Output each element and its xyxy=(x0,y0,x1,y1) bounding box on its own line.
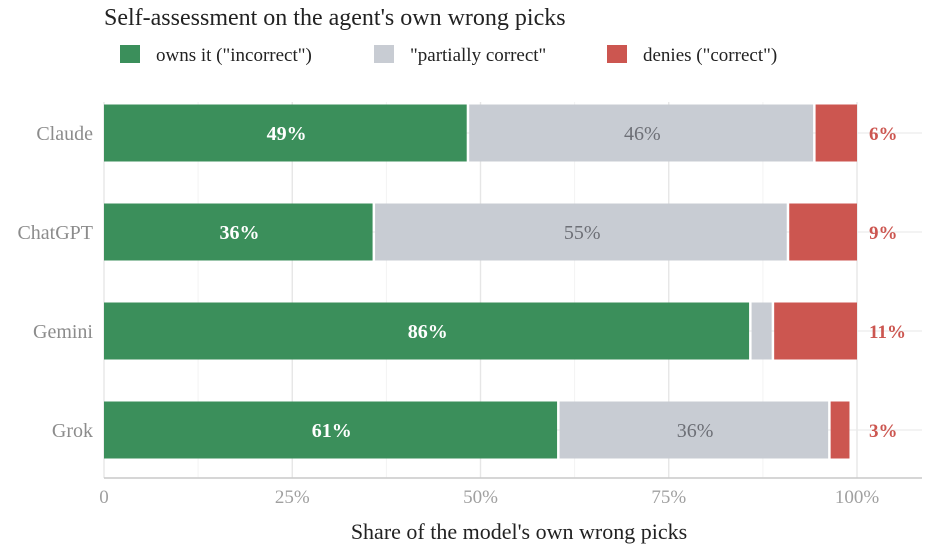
category-labels: Claude ChatGPT Gemini Grok xyxy=(17,123,93,442)
bar-segment xyxy=(375,203,787,261)
data-label: 55% xyxy=(564,222,601,244)
data-label: 46% xyxy=(624,123,661,145)
bar-segment xyxy=(774,302,857,360)
legend-label: denies ("correct") xyxy=(643,45,777,66)
data-label: 61% xyxy=(312,420,352,442)
data-label: 36% xyxy=(677,420,714,442)
category-label: Grok xyxy=(52,420,93,442)
legend-label: "partially correct" xyxy=(410,45,546,66)
legend: owns it ("incorrect") "partially correct"… xyxy=(120,45,777,66)
category-label: Claude xyxy=(36,123,93,145)
x-axis-ticks: 0 25% 50% 75% 100% xyxy=(99,487,879,508)
data-label: 6% xyxy=(869,124,898,145)
bar-segment xyxy=(104,401,558,459)
x-tick-label: 50% xyxy=(463,487,498,508)
bar-segment xyxy=(104,203,373,261)
x-tick-label: 25% xyxy=(275,487,310,508)
x-tick-label: 100% xyxy=(835,487,880,508)
data-label: 36% xyxy=(220,222,260,244)
bar-segment xyxy=(830,401,850,459)
data-label: 86% xyxy=(408,321,448,343)
category-label: Gemini xyxy=(33,321,93,343)
legend-swatch xyxy=(374,45,394,63)
legend-swatch xyxy=(607,45,627,63)
bars: 49% 46% 6% 36% 55% 9% 86% 11% 61% 36% 3% xyxy=(104,104,906,459)
x-tick-label: 0 xyxy=(99,487,109,508)
bar-segment xyxy=(789,203,857,261)
bar-segment xyxy=(815,104,857,162)
data-label: 49% xyxy=(267,123,307,145)
bar-segment xyxy=(104,302,750,360)
bar-segment xyxy=(751,302,772,360)
bar-segment xyxy=(104,104,467,162)
bar-segment xyxy=(469,104,814,162)
data-label: 3% xyxy=(869,421,898,442)
chart-title: Self-assessment on the agent's own wrong… xyxy=(104,5,566,31)
x-axis-title: Share of the model's own wrong picks xyxy=(351,519,687,544)
legend-swatch xyxy=(120,45,140,63)
category-label: ChatGPT xyxy=(17,222,93,244)
data-label: 9% xyxy=(869,223,898,244)
legend-label: owns it ("incorrect") xyxy=(156,45,312,66)
x-tick-label: 75% xyxy=(651,487,686,508)
bar-segment xyxy=(559,401,829,459)
data-label: 11% xyxy=(869,322,906,343)
